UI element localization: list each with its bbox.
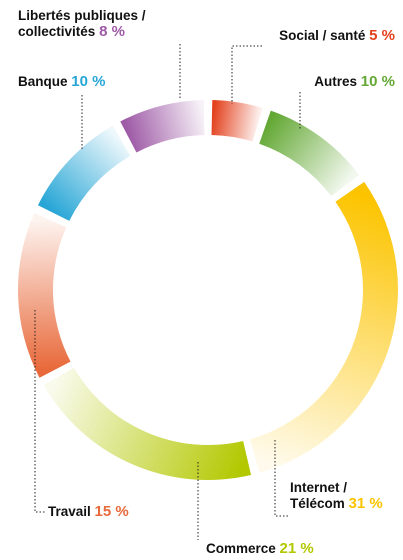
- leader-line: [34, 310, 46, 513]
- donut-segment: [259, 110, 360, 197]
- label: Libertés publiques / collectivités 8 %: [18, 8, 146, 40]
- label: Autres 10 %: [314, 73, 395, 90]
- label: Internet / Télécom 31 %: [290, 480, 383, 512]
- value-label: 21 %: [279, 540, 314, 557]
- leader-line: [231, 45, 262, 104]
- value-label: 15 %: [94, 503, 129, 520]
- value-label: 10 %: [360, 73, 395, 90]
- donut-segment: [249, 181, 398, 473]
- value-label: 31 %: [348, 495, 383, 512]
- value-label: 5 %: [369, 27, 395, 44]
- leader-line: [274, 440, 288, 517]
- donut-segment: [17, 213, 71, 378]
- value-label: 8 %: [99, 23, 125, 40]
- label: Banque 10 %: [18, 73, 106, 90]
- label: Travail 15 %: [48, 503, 129, 520]
- donut-segment: [120, 100, 205, 153]
- label: Social / santé 5 %: [279, 27, 395, 44]
- donut-segment: [211, 100, 263, 142]
- value-label: 10 %: [71, 73, 106, 90]
- label: Commerce 21 %: [206, 540, 314, 557]
- donut-segment: [43, 367, 252, 480]
- donut-segment: [37, 125, 131, 221]
